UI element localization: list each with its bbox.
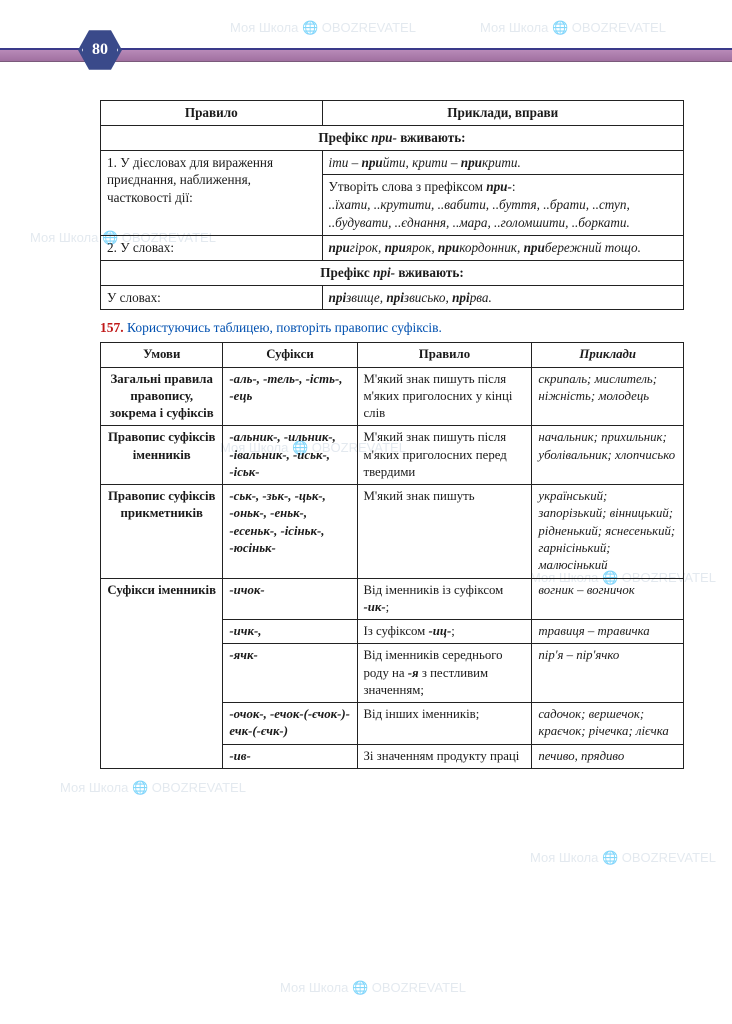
text: кордонник, [459,240,523,255]
cell: Правопис суфіксів прикметників [101,485,223,578]
text: звище, [346,290,386,305]
cell: -альник-, -ильник-, -івальник-, -иськ-, … [223,426,357,485]
cell: Загальні правила правопису, зокрема і су… [101,367,223,426]
text: при [461,155,482,170]
cell: Від інших іменників; [357,703,532,745]
cell: -ичк-, [223,620,357,644]
watermark: Моя Школа 🌐 OBOZREVATEL [530,850,716,866]
cell: М'який знак пишуть після м'яких приголос… [357,367,532,426]
cell: -очок-, -ечок-(-єчок-)-ечк-(-єчк-) [223,703,357,745]
text: -я [408,666,419,680]
text: -иц- [428,624,451,638]
text: при- [486,179,512,194]
table-row: Суфікси іменників -ичок- Від іменників і… [101,578,684,620]
text: ; [451,624,455,638]
section-pri2: Префікс прі- вживають: [101,260,684,285]
cell: -ичок- [223,578,357,620]
cell: М'який знак пишуть [357,485,532,578]
col-rule-header: Правило [101,101,323,126]
exercise-number: 157. [100,320,124,335]
text: прі [329,290,347,305]
cell: травиця – травичка [532,620,684,644]
cell: пір'я – пір'ячко [532,644,684,703]
text: ..їхати, ..крутити, ..вабити, ..буття, .… [329,197,630,230]
cell: -ячк- [223,644,357,703]
col-conditions: Умови [101,343,223,367]
text: Від іменників із суфіксом [364,583,504,597]
page-content: Правило Приклади, вправи Префікс при- вж… [100,100,684,769]
exercise-157: 157. Користуючись таблицею, повторіть пр… [100,320,684,336]
text: звисько, [404,290,452,305]
table-row: Загальні правила правопису, зокрема і су… [101,367,684,426]
text: при [329,240,350,255]
text: Утворіть слова з префіксом [329,179,487,194]
text: бережний тощо. [545,240,641,255]
page-number: 80 [92,41,108,59]
cell: печиво, прядиво [532,744,684,768]
text: при [438,240,459,255]
text: Із суфіксом [364,624,429,638]
text: ярок, [406,240,438,255]
rule-2: 2. У словах: [101,235,323,260]
cell: вогник – вогничок [532,578,684,620]
cell: Від іменників середнього роду на -я з пе… [357,644,532,703]
cell: Із суфіксом -иц-; [357,620,532,644]
cell: Правопис суфіксів іменників [101,426,223,485]
text: при [385,240,406,255]
cell: -ськ-, -зьк-, -цьк-, -оньк-, -еньк-, -ес… [223,485,357,578]
col-examples-header: Приклади, вправи [322,101,683,126]
example-2: пригірок, приярок, прикордонник, прибере… [322,235,683,260]
exercise-text: Користуючись таблицею, повторіть правопи… [124,320,442,335]
text: іти – [329,155,362,170]
table-row: Правопис суфіксів іменників -альник-, -и… [101,426,684,485]
cell: Зі значенням продукту праці [357,744,532,768]
page-number-badge: 80 [78,28,122,72]
cell: -аль-, -тель-, -ість-, -ець [223,367,357,426]
example-3: прізвище, прізвисько, прірва. [322,285,683,310]
rule-1: 1. У дієсловах для вираження приєднання,… [101,150,323,235]
col-examples: Приклади [532,343,684,367]
text: крити. [482,155,521,170]
cell: Суфікси іменників [101,578,223,768]
cell: начальник; прихильник; уболівальник; хло… [532,426,684,485]
text: гірок, [350,240,385,255]
cell: український; запорізький; вінницький; рі… [532,485,684,578]
text: -ик- [364,600,386,614]
watermark: Моя Школа 🌐 OBOZREVATEL [230,20,416,36]
text: ; [386,600,390,614]
watermark: Моя Школа 🌐 OBOZREVATEL [280,980,466,996]
text: прі [452,290,470,305]
col-rule: Правило [357,343,532,367]
cell: М'який знак пишуть після м'яких приголос… [357,426,532,485]
text: рва. [470,290,492,305]
watermark: Моя Школа 🌐 OBOZREVATEL [480,20,666,36]
example-1b: Утворіть слова з префіксом при-: ..їхати… [322,175,683,235]
cell: скрипаль; мислитель; ніжність; молодець [532,367,684,426]
text: при [524,240,545,255]
text: прі [386,290,404,305]
table-row: Правопис суфіксів прикметників -ськ-, -з… [101,485,684,578]
suffix-table: Умови Суфікси Правило Приклади Загальні … [100,342,684,769]
cell: садочок; вершечок; краєчок; річечка; ліє… [532,703,684,745]
cell: -ив- [223,744,357,768]
text: йти, крити – [383,155,461,170]
section-pri: Префікс при- вживають: [101,125,684,150]
col-suffixes: Суфікси [223,343,357,367]
example-1a: іти – прийти, крити – прикрити. [322,150,683,175]
text: при [362,155,383,170]
watermark: Моя Школа 🌐 OBOZREVATEL [60,780,246,796]
prefix-table: Правило Приклади, вправи Префікс при- вж… [100,100,684,310]
rule-3: У словах: [101,285,323,310]
cell: Від іменників із суфіксом -ик-; [357,578,532,620]
text: : [512,179,516,194]
